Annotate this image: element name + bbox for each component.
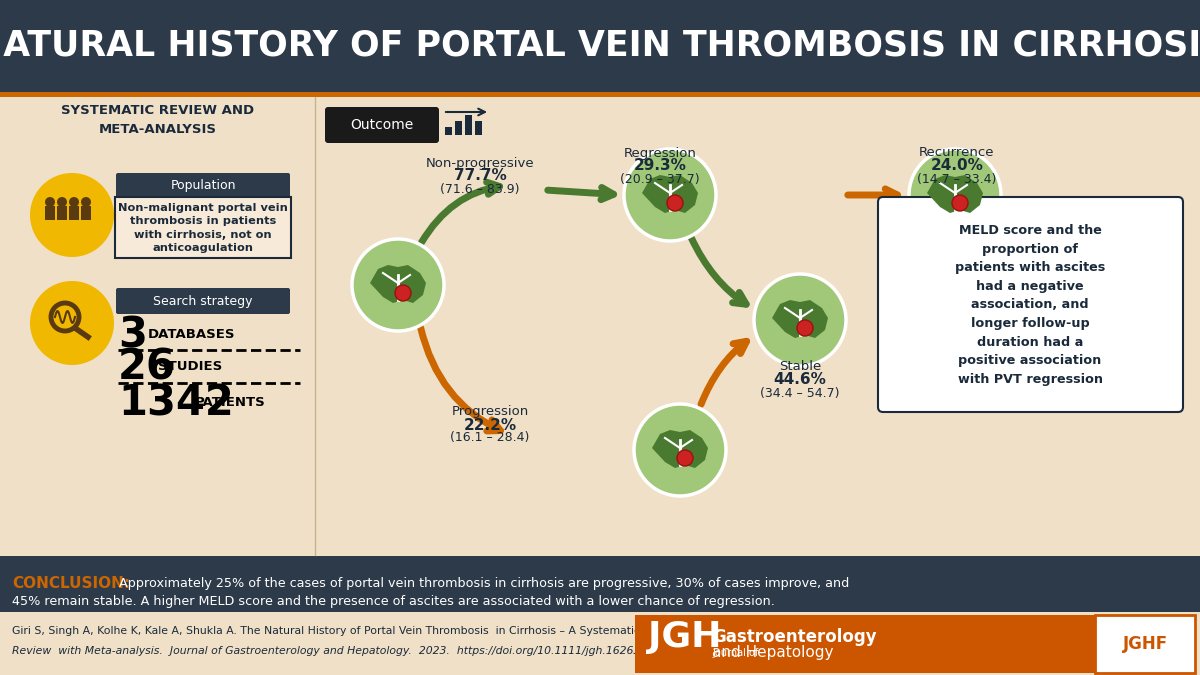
Text: CONCLUSION:: CONCLUSION: <box>12 576 130 591</box>
FancyBboxPatch shape <box>82 206 91 220</box>
Polygon shape <box>928 175 983 213</box>
Text: 26: 26 <box>118 346 176 388</box>
Text: Gastroenterology: Gastroenterology <box>712 628 877 646</box>
Circle shape <box>667 195 683 211</box>
Text: (16.1 – 28.4): (16.1 – 28.4) <box>450 431 529 445</box>
Polygon shape <box>772 300 828 338</box>
Circle shape <box>70 197 79 207</box>
FancyBboxPatch shape <box>58 206 67 220</box>
Text: JGH: JGH <box>648 620 721 654</box>
Text: Regression: Regression <box>624 146 696 159</box>
Circle shape <box>677 450 694 466</box>
Text: Non-malignant portal vein
thrombosis in patients
with cirrhosis, not on
anticoag: Non-malignant portal vein thrombosis in … <box>118 202 288 253</box>
Circle shape <box>952 195 968 211</box>
Circle shape <box>82 197 91 207</box>
Text: STUDIES: STUDIES <box>158 360 222 373</box>
FancyBboxPatch shape <box>475 121 482 135</box>
Text: 1342: 1342 <box>118 382 234 424</box>
Text: NATURAL HISTORY OF PORTAL VEIN THROMBOSIS IN CIRRHOSIS: NATURAL HISTORY OF PORTAL VEIN THROMBOSI… <box>0 29 1200 63</box>
Circle shape <box>46 197 55 207</box>
Circle shape <box>58 197 67 207</box>
Text: Stable: Stable <box>779 360 821 373</box>
Text: Recurrence: Recurrence <box>919 146 995 159</box>
Text: SYSTEMATIC REVIEW AND
META-ANALYSIS: SYSTEMATIC REVIEW AND META-ANALYSIS <box>61 104 254 136</box>
FancyBboxPatch shape <box>116 173 290 199</box>
FancyBboxPatch shape <box>1096 615 1195 673</box>
Text: Giri S, Singh A, Kolhe K, Kale A, Shukla A. The Natural History of Portal Vein T: Giri S, Singh A, Kolhe K, Kale A, Shukla… <box>12 626 640 636</box>
FancyBboxPatch shape <box>0 97 1200 557</box>
Text: (14.7 – 33.4): (14.7 – 33.4) <box>917 173 997 186</box>
FancyBboxPatch shape <box>46 206 55 220</box>
FancyBboxPatch shape <box>70 206 79 220</box>
Circle shape <box>30 173 114 257</box>
Polygon shape <box>642 175 698 213</box>
Circle shape <box>797 320 814 336</box>
FancyBboxPatch shape <box>0 92 1200 97</box>
Text: DATABASES: DATABASES <box>148 329 235 342</box>
Circle shape <box>754 274 846 366</box>
FancyBboxPatch shape <box>115 197 292 258</box>
Text: MELD score and the
proportion of
patients with ascites
had a negative
associatio: MELD score and the proportion of patient… <box>955 225 1105 385</box>
Text: 45% remain stable. A higher MELD score and the presence of ascites are associate: 45% remain stable. A higher MELD score a… <box>12 595 775 608</box>
Circle shape <box>624 149 716 241</box>
Text: Outcome: Outcome <box>350 118 414 132</box>
Text: JGHF: JGHF <box>1122 635 1168 653</box>
Text: Review  with Meta-analysis.  Journal of Gastroenterology and Hepatology.  2023. : Review with Meta-analysis. Journal of Ga… <box>12 646 641 656</box>
FancyBboxPatch shape <box>116 288 290 314</box>
Text: PATIENTS: PATIENTS <box>194 396 265 410</box>
FancyBboxPatch shape <box>0 612 1200 675</box>
Circle shape <box>910 149 1001 241</box>
Text: 44.6%: 44.6% <box>774 373 827 387</box>
Polygon shape <box>652 430 708 468</box>
Text: (71.6 – 83.9): (71.6 – 83.9) <box>440 182 520 196</box>
FancyBboxPatch shape <box>466 115 472 135</box>
Text: 3: 3 <box>118 314 148 356</box>
Text: and Hepatology: and Hepatology <box>712 645 834 661</box>
FancyBboxPatch shape <box>445 127 452 135</box>
Text: 22.2%: 22.2% <box>463 418 516 433</box>
FancyBboxPatch shape <box>0 556 1200 612</box>
Text: Non-progressive: Non-progressive <box>426 157 534 169</box>
Text: Journal of: Journal of <box>712 648 758 658</box>
Text: Progression: Progression <box>451 406 529 418</box>
Polygon shape <box>370 265 426 303</box>
Text: (20.9 – 37.7): (20.9 – 37.7) <box>620 173 700 186</box>
Circle shape <box>395 285 410 301</box>
Text: 24.0%: 24.0% <box>930 159 984 173</box>
FancyBboxPatch shape <box>0 0 1200 93</box>
FancyBboxPatch shape <box>455 121 462 135</box>
Text: Approximately 25% of the cases of portal vein thrombosis in cirrhosis are progre: Approximately 25% of the cases of portal… <box>115 578 850 591</box>
Text: (34.4 – 54.7): (34.4 – 54.7) <box>761 387 840 400</box>
FancyBboxPatch shape <box>325 107 439 143</box>
Text: 29.3%: 29.3% <box>634 159 686 173</box>
Text: Search strategy: Search strategy <box>154 294 253 308</box>
FancyBboxPatch shape <box>635 615 1096 673</box>
Circle shape <box>352 239 444 331</box>
Text: Population: Population <box>170 180 235 192</box>
Text: 77.7%: 77.7% <box>454 169 506 184</box>
Circle shape <box>634 404 726 496</box>
FancyBboxPatch shape <box>878 197 1183 412</box>
Circle shape <box>30 281 114 365</box>
